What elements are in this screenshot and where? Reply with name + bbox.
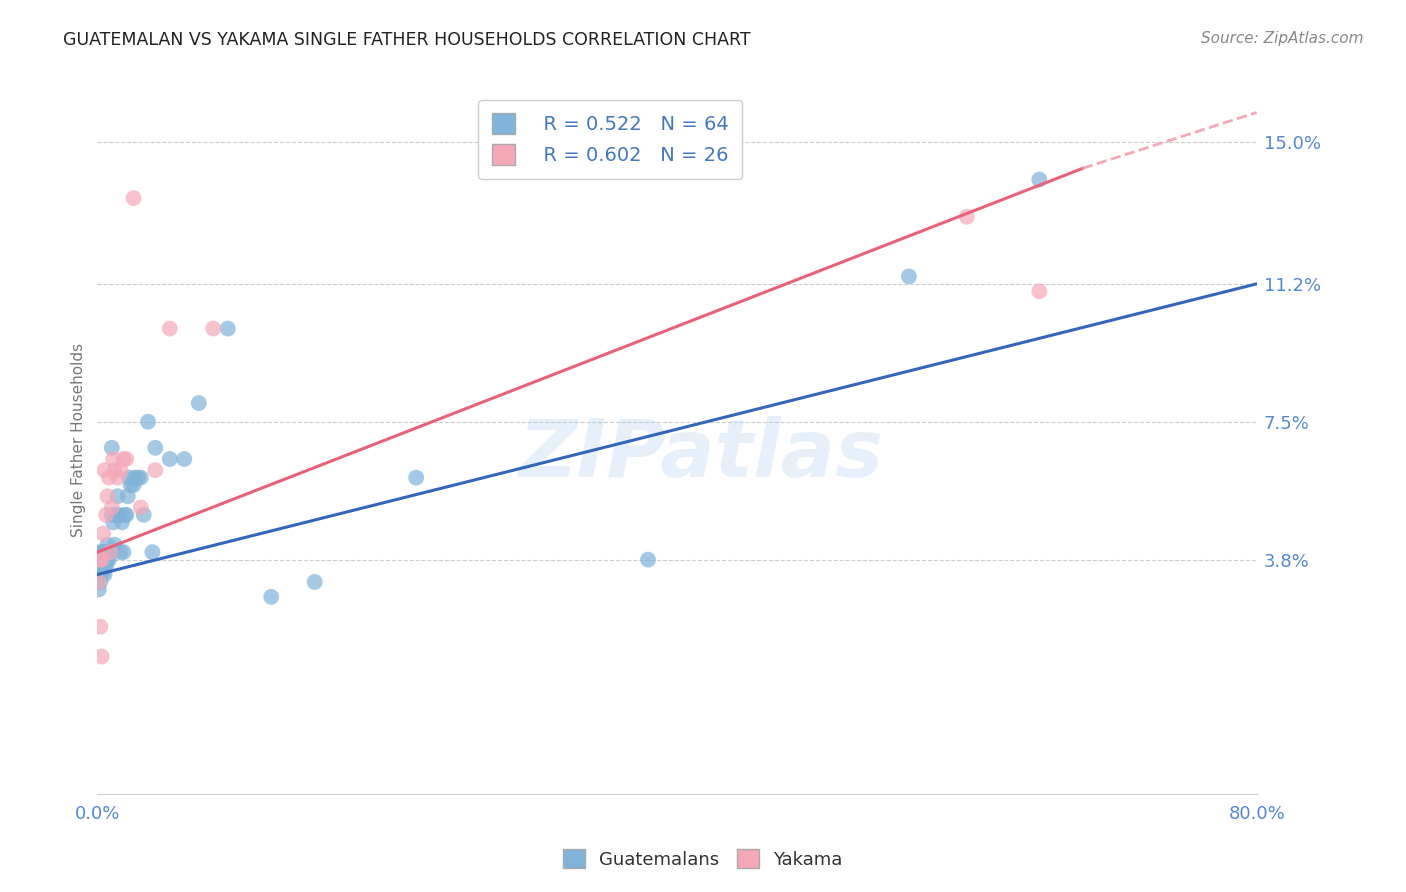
Point [100, 545, 122, 559]
Point [122, 478, 145, 492]
Point [87, 582, 110, 597]
Point [108, 508, 131, 522]
Text: Source: ZipAtlas.com: Source: ZipAtlas.com [1201, 31, 1364, 46]
Point [897, 269, 920, 284]
Point [96, 545, 118, 559]
Point [94, 560, 117, 574]
Point [89, 620, 111, 634]
Point [89, 574, 111, 589]
Point [107, 489, 129, 503]
Point [89, 552, 111, 566]
Point [93, 567, 115, 582]
Point [143, 441, 166, 455]
Point [120, 478, 142, 492]
Point [202, 321, 225, 335]
Point [104, 463, 127, 477]
Point [87, 567, 110, 582]
Point [111, 516, 134, 530]
Point [90, 552, 112, 566]
Text: ZIPatlas: ZIPatlas [517, 416, 883, 493]
Point [89, 560, 111, 574]
Point [93, 552, 115, 566]
Point [87, 574, 110, 589]
Point [94, 508, 117, 522]
Point [91, 560, 114, 574]
Point [127, 470, 149, 484]
Point [405, 470, 427, 484]
Point [260, 590, 283, 604]
Y-axis label: Single Father Households: Single Father Households [72, 343, 86, 537]
Point [101, 441, 124, 455]
Point [217, 321, 239, 335]
Point [103, 516, 125, 530]
Point [101, 508, 124, 522]
Point [90, 649, 112, 664]
Point [89, 545, 111, 559]
Point [94, 552, 117, 566]
Point [97, 470, 120, 484]
Point [94, 545, 117, 559]
Point [90, 552, 112, 566]
Point [103, 452, 125, 467]
Point [173, 452, 195, 467]
Point [104, 538, 127, 552]
Point [114, 508, 136, 522]
Point [93, 545, 115, 559]
Point [112, 452, 135, 467]
Point [187, 396, 209, 410]
Point [96, 489, 118, 503]
Point [93, 560, 115, 574]
Point [112, 545, 135, 559]
Point [97, 552, 120, 566]
Point [124, 470, 146, 484]
Point [100, 545, 122, 559]
Point [141, 545, 163, 559]
Point [96, 552, 118, 566]
Point [96, 538, 118, 552]
Point [159, 321, 181, 335]
Point [1028, 285, 1050, 299]
Point [132, 508, 155, 522]
Point [90, 552, 112, 566]
Point [129, 470, 152, 484]
Point [110, 463, 132, 477]
Point [90, 567, 112, 582]
Point [637, 552, 659, 566]
Point [129, 500, 152, 515]
Point [136, 415, 159, 429]
Point [90, 545, 112, 559]
Point [122, 191, 145, 205]
Point [97, 545, 120, 559]
Point [87, 552, 110, 566]
Point [304, 574, 326, 589]
Point [159, 452, 181, 467]
Point [117, 489, 139, 503]
Point [91, 545, 114, 559]
Point [115, 452, 138, 467]
Point [89, 552, 111, 566]
Point [91, 552, 114, 566]
Point [110, 545, 132, 559]
Point [91, 560, 114, 574]
Point [143, 463, 166, 477]
Point [118, 470, 141, 484]
Point [93, 463, 115, 477]
Legend: Guatemalans, Yakama: Guatemalans, Yakama [555, 842, 851, 876]
Point [91, 526, 114, 541]
Point [93, 552, 115, 566]
Point [956, 210, 979, 224]
Point [90, 560, 112, 574]
Point [94, 552, 117, 566]
Point [115, 508, 138, 522]
Legend:   R = 0.522   N = 64,   R = 0.602   N = 26: R = 0.522 N = 64, R = 0.602 N = 26 [478, 100, 742, 179]
Text: GUATEMALAN VS YAKAMA SINGLE FATHER HOUSEHOLDS CORRELATION CHART: GUATEMALAN VS YAKAMA SINGLE FATHER HOUSE… [63, 31, 751, 49]
Point [101, 500, 124, 515]
Point [107, 470, 129, 484]
Point [1028, 172, 1050, 186]
Point [105, 508, 128, 522]
Point [87, 552, 110, 566]
